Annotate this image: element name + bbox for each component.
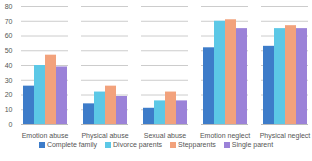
svg-text:30: 30 <box>5 76 13 83</box>
svg-text:10: 10 <box>5 106 13 113</box>
svg-text:Emotion neglect: Emotion neglect <box>200 132 250 140</box>
svg-text:80: 80 <box>5 3 13 10</box>
svg-text:60: 60 <box>5 32 13 39</box>
svg-text:Sexual abuse: Sexual abuse <box>144 132 187 139</box>
svg-text:70: 70 <box>5 17 13 24</box>
svg-text:20: 20 <box>5 91 13 98</box>
svg-text:50: 50 <box>5 47 13 54</box>
html-text:Stepparents: Stepparents <box>178 141 216 148</box>
svg-text:40: 40 <box>5 62 13 69</box>
svg-text:Emotion abuse: Emotion abuse <box>22 132 69 139</box>
html-text:Divorce parents: Divorce parents <box>113 141 163 148</box>
svg-text:Physical abuse: Physical abuse <box>81 132 128 140</box>
svg-text:0: 0 <box>9 121 13 128</box>
html-text:Single parent: Single parent <box>231 141 274 148</box>
html-text:Complete family: Complete family <box>46 141 98 148</box>
svg-text:Physical neglect: Physical neglect <box>260 132 311 140</box>
